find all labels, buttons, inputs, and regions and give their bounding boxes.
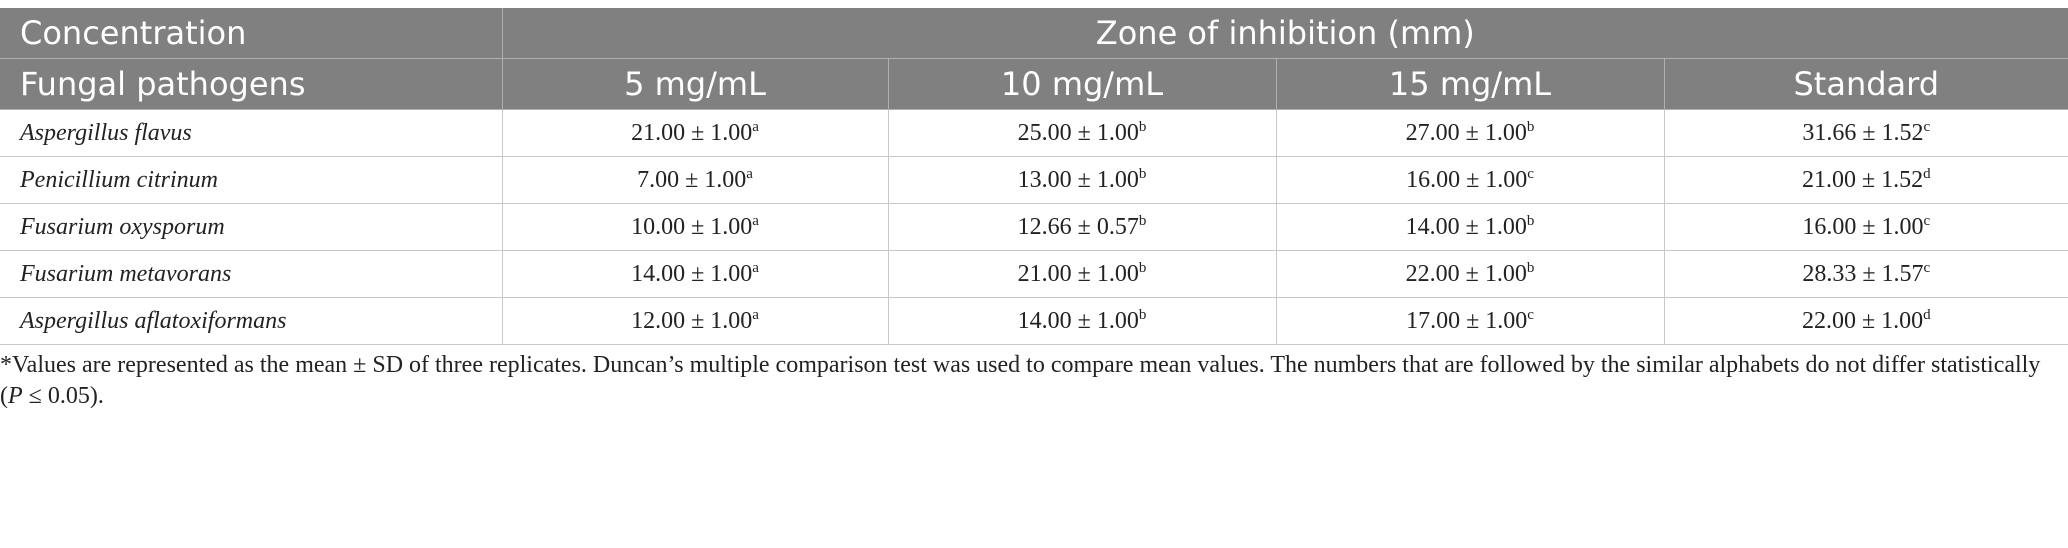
value-cell: 21.00 ± 1.00b (887, 250, 1277, 298)
data-row: Aspergillus aflatoxiformans 12.00 ± 1.00a… (0, 297, 2068, 345)
value-cell: 25.00 ± 1.00b (887, 109, 1277, 157)
value-cell: 16.00 ± 1.00c (1275, 156, 1665, 204)
group-letter: a (752, 119, 759, 135)
group-letter: c (1527, 166, 1534, 182)
value: 17.00 ± 1.00 (1406, 308, 1528, 334)
header-cell: Concentration (0, 8, 502, 59)
value: 13.00 ± 1.00 (1017, 167, 1139, 193)
value: 12.00 ± 1.00 (631, 308, 753, 334)
value: 21.00 ± 1.00 (1017, 261, 1139, 287)
group-letter: a (746, 166, 753, 182)
value-cell: 21.00 ± 1.00a (501, 109, 889, 157)
group-letter: b (1526, 213, 1535, 229)
value: 12.66 ± 0.57 (1017, 214, 1139, 240)
pathogen-name: Fusarium metavorans (0, 250, 503, 298)
pathogen-name: Aspergillus aflatoxiformans (0, 297, 503, 345)
value-cell: 14.00 ± 1.00a (501, 250, 889, 298)
group-letter: b (1526, 260, 1535, 276)
data-row: Fusarium metavorans 14.00 ± 1.00a 21.00 ± … (0, 250, 2068, 298)
value-cell: 12.00 ± 1.00a (501, 297, 889, 345)
value-cell: 27.00 ± 1.00b (1275, 109, 1665, 157)
value-cell: 13.00 ± 1.00b (887, 156, 1277, 204)
header-cell: Standard (1663, 58, 2068, 110)
value: 21.00 ± 1.52 (1801, 167, 1924, 193)
header-row: Concentration Zone of inhibition (mm) (0, 8, 2068, 59)
value-cell: 22.00 ± 1.00d (1663, 297, 2068, 345)
value-cell: 10.00 ± 1.00a (501, 203, 889, 251)
value-cell: 21.00 ± 1.52d (1663, 156, 2068, 204)
value-cell: 17.00 ± 1.00c (1275, 297, 1665, 345)
value: 14.00 ± 1.00 (1017, 308, 1139, 334)
value: 16.00 ± 1.00 (1406, 167, 1528, 193)
group-letter: b (1138, 166, 1147, 182)
group-letter: c (1527, 307, 1534, 323)
value: 21.00 ± 1.00 (631, 120, 753, 146)
footnote-text: ≤ 0.05). (22, 383, 104, 409)
value: 14.00 ± 1.00 (631, 261, 753, 287)
value: 25.00 ± 1.00 (1017, 120, 1139, 146)
header-cell: Zone of inhibition (mm) (501, 8, 2068, 59)
value: 7.00 ± 1.00 (637, 167, 747, 193)
header-cell: Fungal pathogens (0, 58, 502, 110)
value-cell: 14.00 ± 1.00b (1275, 203, 1665, 251)
pathogen-name: Fusarium oxysporum (0, 203, 503, 251)
footnote-text: *Values are represented as the mean ± SD… (0, 352, 2041, 409)
header-row: Fungal pathogens 5 mg/mL 10 mg/mL 15 mg/mL S… (0, 58, 2068, 110)
data-row: Aspergillus flavus 21.00 ± 1.00a 25.00 ± 1… (0, 109, 2068, 157)
value-cell: 14.00 ± 1.00b (887, 297, 1277, 345)
value: 16.00 ± 1.00 (1802, 214, 1924, 240)
group-letter: b (1138, 119, 1147, 135)
value-cell: 7.00 ± 1.00a (501, 156, 889, 204)
value-cell: 28.33 ± 1.57c (1663, 250, 2068, 298)
header-cell: 10 mg/mL (887, 58, 1276, 110)
header-cell: 15 mg/mL (1275, 58, 1664, 110)
table: Concentration Zone of inhibition (mm) Fun… (0, 8, 2068, 345)
group-letter: b (1138, 260, 1147, 276)
group-letter: a (752, 260, 759, 276)
value: 28.33 ± 1.57 (1802, 261, 1924, 287)
pathogen-name: Aspergillus flavus (0, 109, 503, 157)
value-cell: 16.00 ± 1.00c (1663, 203, 2068, 251)
value: 22.00 ± 1.00 (1801, 308, 1924, 334)
group-letter: b (1138, 307, 1147, 323)
value: 22.00 ± 1.00 (1405, 261, 1527, 287)
group-letter: b (1138, 213, 1147, 229)
group-letter: c (1923, 213, 1931, 229)
group-letter: d (1923, 307, 1931, 323)
data-row: Fusarium oxysporum 10.00 ± 1.00a 12.66 ± 0… (0, 203, 2068, 251)
group-letter: a (752, 307, 759, 323)
group-letter: b (1526, 119, 1535, 135)
footnote: *Values are represented as the mean ± SD… (0, 350, 2050, 412)
value: 31.66 ± 1.52 (1802, 120, 1924, 146)
value-cell: 31.66 ± 1.52c (1663, 109, 2068, 157)
group-letter: c (1923, 260, 1931, 276)
group-letter: c (1923, 119, 1931, 135)
value: 27.00 ± 1.00 (1405, 120, 1527, 146)
value: 10.00 ± 1.00 (631, 214, 753, 240)
value-cell: 22.00 ± 1.00b (1275, 250, 1665, 298)
group-letter: a (752, 213, 759, 229)
value-cell: 12.66 ± 0.57b (887, 203, 1277, 251)
group-letter: d (1923, 166, 1931, 182)
header-cell: 5 mg/mL (501, 58, 888, 110)
data-row: Penicillium citrinum 7.00 ± 1.00a 13.00 ± … (0, 156, 2068, 204)
pathogen-name: Penicillium citrinum (0, 156, 503, 204)
footnote-italic: P (8, 383, 23, 409)
value: 14.00 ± 1.00 (1405, 214, 1527, 240)
